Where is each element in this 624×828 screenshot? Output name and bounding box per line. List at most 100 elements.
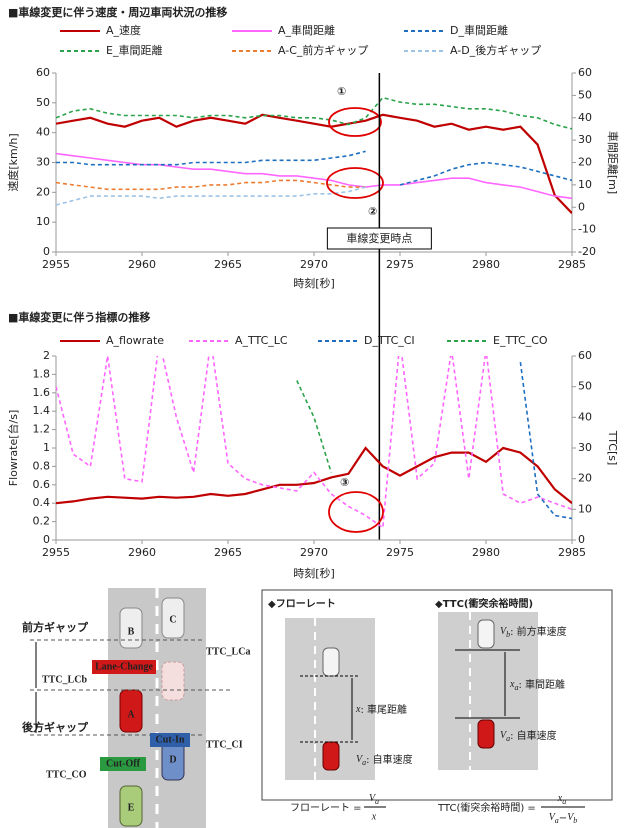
y2-tick-label: 10	[578, 178, 592, 191]
x-tick-label: 2975	[386, 258, 414, 271]
y2-tick-label: 30	[578, 133, 592, 146]
y-tick-label: 0.8	[33, 459, 51, 472]
y-tick-label: 1.4	[33, 404, 51, 417]
x-tick-label: 2980	[472, 258, 500, 271]
y-tick-label: 0.6	[33, 478, 51, 491]
y-axis-label: 速度[km/h]	[6, 133, 20, 191]
x-tick-label: 2960	[128, 546, 156, 559]
txt: : 車間距離	[518, 678, 565, 691]
car	[323, 742, 339, 770]
rear-gap-label: 後方ギャップ	[22, 720, 89, 734]
y2-axis-label: 車間距離[m]	[606, 131, 620, 194]
cut-in-tag: Cut-In	[156, 734, 185, 745]
y-tick-label: 1.8	[33, 367, 51, 380]
series-line	[297, 381, 331, 473]
op: −	[559, 813, 567, 824]
series-line	[56, 187, 366, 205]
lane-diagram: B C A D E 前方ギャップ 後方ギャップ TTC_LCb TTC_LCa …	[22, 588, 250, 828]
legend-label: A_速度	[106, 23, 141, 37]
y-tick-label: 50	[36, 96, 50, 109]
y-tick-label: 0.2	[33, 515, 51, 528]
txt: : 車尾距離	[360, 703, 407, 716]
x-tick-label: 2955	[42, 258, 70, 271]
txt: : 前方車速度	[510, 625, 567, 638]
y2-tick-label: 0	[578, 200, 585, 213]
y2-tick-label: 40	[578, 111, 592, 124]
y-tick-label: 10	[36, 215, 50, 228]
y2-tick-label: 50	[578, 88, 592, 101]
series-line	[56, 341, 572, 528]
sub: a	[562, 797, 566, 806]
y-tick-label: 0.4	[33, 496, 51, 509]
sub: b	[573, 816, 577, 825]
x-tick-label: 2985	[558, 258, 586, 271]
car	[323, 648, 339, 676]
series-line	[56, 151, 572, 185]
y2-tick-label: 0	[578, 533, 585, 546]
x-tick-label: 2980	[472, 546, 500, 559]
formula-box: ◆フローレート ◆TTC(衝突余裕時間) x: 車尾距離 Va: 自車速度 Vb…	[262, 590, 612, 825]
legend-label: A_TTC_LC	[235, 334, 288, 347]
sub: a	[375, 797, 379, 806]
car-label: A	[127, 709, 135, 720]
cut-off-tag: Cut-Off	[106, 758, 141, 769]
lane-change-tag: Lane-Change	[95, 661, 153, 672]
legend-label: A_車間距離	[278, 23, 335, 37]
x-tick-label: 2955	[42, 546, 70, 559]
annotation: ③	[340, 476, 349, 489]
car-label: C	[169, 614, 176, 625]
y2-tick-label: 10	[578, 502, 592, 515]
flowrate-title: ◆フローレート	[268, 598, 336, 610]
y-tick-label: 2	[43, 349, 50, 362]
legend-label: E_車間距離	[106, 43, 162, 57]
y-tick-label: 0	[43, 533, 50, 546]
ttc-ci: TTC_CI	[206, 739, 243, 750]
x-tick-label: 2970	[300, 546, 328, 559]
denominator: Va−Vb	[549, 812, 578, 825]
legend-label: D_車間距離	[450, 23, 508, 37]
y2-tick-label: 50	[578, 380, 592, 393]
series-line	[520, 362, 572, 518]
page: B C A D E 前方ギャップ 後方ギャップ TTC_LCb TTC_LCa …	[0, 0, 624, 828]
txt: : 自車速度	[366, 753, 413, 766]
y2-axis-label: TTC[s]	[606, 430, 619, 466]
legend-label: D_TTC_CI	[364, 334, 415, 347]
x-label: x: 車尾距離	[355, 703, 407, 716]
y-tick-label: 1.6	[33, 386, 51, 399]
x-axis-label: 時刻[秒]	[293, 566, 335, 580]
x-tick-label: 2970	[300, 258, 328, 271]
vb-label: Vb: 前方車速度	[500, 625, 567, 639]
front-gap-label: 前方ギャップ	[22, 620, 89, 634]
car-label: E	[128, 802, 135, 813]
ttc-title: ◆TTC(衝突余裕時間)	[435, 597, 533, 610]
y2-tick-label: -10	[578, 223, 596, 236]
annotation-ellipse	[327, 168, 383, 198]
legend-label: E_TTC_CO	[493, 334, 548, 347]
series-line	[56, 154, 572, 199]
y2-tick-label: 20	[578, 156, 592, 169]
annotation-ellipse	[329, 492, 383, 532]
y-tick-label: 60	[36, 66, 50, 79]
car-label: D	[169, 754, 176, 765]
ttc-co: TTC_CO	[46, 769, 87, 780]
y2-tick-label: 60	[578, 66, 592, 79]
chart-title: ■車線変更に伴う指標の推移	[8, 310, 150, 324]
annotation: ①	[337, 85, 346, 98]
event-label: 車線変更時点	[346, 231, 412, 245]
series-line	[56, 180, 366, 189]
y-tick-label: 20	[36, 185, 50, 198]
car-ghost	[162, 662, 184, 700]
y-tick-label: 1.2	[33, 423, 51, 436]
chart-title: ■車線変更に伴う速度・周辺車両状況の推移	[8, 5, 227, 19]
annotation: ②	[368, 205, 377, 218]
legend-label: A-C_前方ギャップ	[278, 43, 368, 57]
flow-formula-lhs: フローレート =	[290, 803, 362, 814]
car	[478, 620, 494, 648]
series-line	[56, 448, 572, 503]
y2-tick-label: -20	[578, 245, 596, 258]
y2-tick-label: 40	[578, 410, 592, 423]
y2-tick-label: 20	[578, 472, 592, 485]
car-label: B	[128, 626, 135, 637]
x-tick-label: 2965	[214, 258, 242, 271]
x-axis-label: 時刻[秒]	[293, 276, 335, 290]
